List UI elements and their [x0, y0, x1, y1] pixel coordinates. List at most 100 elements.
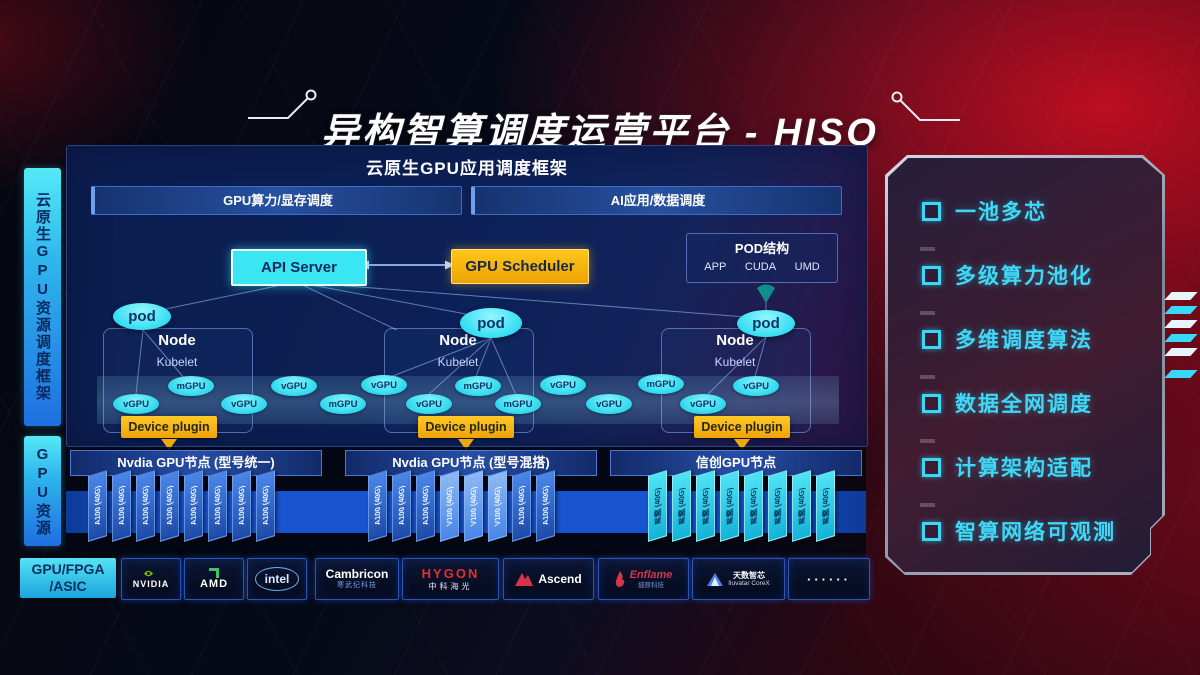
pod-structure-box: POD结构 APP CUDA UMD	[686, 233, 838, 283]
nvidia-icon	[143, 571, 153, 577]
gpu-card: V100 (40G)	[464, 470, 483, 542]
square-bullet-icon	[922, 457, 941, 477]
gpu-unit: mGPU	[495, 394, 541, 414]
gpu-unit: vGPU	[540, 375, 586, 395]
feature-item: 数据全网调度	[922, 388, 1093, 418]
tick-decoration	[920, 503, 935, 507]
node-2-kubelet: Kubelet	[437, 355, 479, 369]
stripe-decoration	[1164, 348, 1198, 356]
device-plugin-1-arrow-icon	[161, 439, 177, 458]
gpu-card: 昇腾 (40G)	[744, 470, 763, 542]
gpu-compute-memory-scheduling-bar: GPU算力/显存调度	[91, 186, 462, 215]
gpu-group-header-nvidia-uniform: Nvdia GPU节点 (型号统一)	[70, 450, 322, 476]
pod-structure-item-cuda: CUDA	[744, 261, 777, 273]
pod-structure-item-app: APP	[704, 261, 727, 273]
tick-decoration	[920, 439, 935, 443]
tick-decoration	[920, 375, 935, 379]
gpu-card: V100 (40G)	[488, 470, 507, 542]
vendor-enflame: Enflame 燧原科技	[598, 558, 689, 600]
device-plugin-3: Device plugin	[694, 416, 790, 438]
gpu-card: 昇腾 (40G)	[816, 470, 835, 542]
tick-decoration	[920, 247, 935, 251]
gpu-card: A100 (40G)	[184, 470, 203, 542]
stripe-decoration	[1164, 334, 1198, 342]
gpu-card: 昇腾 (40G)	[768, 470, 787, 542]
square-bullet-icon	[922, 521, 941, 541]
vendor-iluvatar: 天数智芯 Iluvatar CoreX	[692, 558, 785, 600]
gpu-card: A100 (40G)	[512, 470, 531, 542]
stripe-decoration	[1164, 306, 1198, 314]
gpu-card: A100 (40G)	[160, 470, 179, 542]
gpu-unit: vGPU	[361, 375, 407, 395]
pod-ellipse-1: pod	[113, 303, 171, 330]
vendor-nvidia: NVIDIA	[121, 558, 181, 600]
title-right-circuit-decoration	[891, 91, 960, 121]
framework-title: 云原生GPU应用调度框架	[366, 159, 568, 178]
node-3-kubelet: Kubelet	[714, 355, 756, 369]
gpu-card: A100 (40G)	[88, 470, 107, 542]
feature-item: 一池多芯	[922, 196, 1047, 226]
gpu-unit: vGPU	[586, 394, 632, 414]
gpu-unit: vGPU	[680, 394, 726, 414]
node-3-label: Node	[716, 332, 754, 349]
feature-item: 多级算力池化	[922, 260, 1093, 290]
pod-structure-title: POD结构	[734, 241, 790, 256]
gpu-unit: mGPU	[168, 376, 214, 396]
device-plugin-2: Device plugin	[418, 416, 514, 438]
gpu-unit: mGPU	[320, 394, 366, 414]
square-bullet-icon	[922, 393, 941, 413]
gpu-card-stack-3: 昇腾 (40G) 昇腾 (40G) 昇腾 (40G) 昇腾 (40G) 昇腾 (…	[648, 470, 858, 545]
stripe-decoration	[1164, 292, 1198, 300]
gpu-card: A100 (40G)	[416, 470, 435, 542]
gpu-fpga-asic-label: GPU/FPGA /ASIC	[20, 558, 116, 598]
vendor-cambricon: Cambricon 寒武纪科技	[315, 558, 399, 600]
gpu-unit: mGPU	[455, 376, 501, 396]
amd-icon	[209, 568, 219, 579]
device-plugin-3-arrow-icon	[734, 439, 750, 458]
gpu-scheduler-box: GPU Scheduler	[451, 249, 589, 284]
gpu-group-header-nvidia-mixed: Nvdia GPU节点 (型号混搭)	[345, 450, 597, 476]
node-1-label: Node	[158, 332, 196, 349]
gpu-unit: vGPU	[733, 376, 779, 396]
gpu-card: A100 (40G)	[112, 470, 131, 542]
title-left-circuit-decoration	[248, 89, 317, 119]
device-plugin-2-arrow-icon	[458, 439, 474, 458]
gpu-card-stack-2: A100 (40G) A100 (40G) A100 (40G) V100 (4…	[368, 470, 578, 545]
feature-panel: 一池多芯 多级算力池化 多维调度算法 数据全网调度 计算架构适配 智算网络可观测	[885, 155, 1165, 575]
gpu-card-stack-1: A100 (40G) A100 (40G) A100 (40G) A100 (4…	[88, 470, 298, 545]
vendor-logo-row: GPU/FPGA /ASIC NVIDIA AMD intel Cambrico…	[0, 556, 900, 602]
pod-ellipse-2: pod	[460, 308, 522, 338]
gpu-card: 昇腾 (40G)	[696, 470, 715, 542]
enflame-flame-icon	[615, 571, 624, 587]
stripe-decoration	[1164, 370, 1198, 378]
gpu-card: A100 (40G)	[208, 470, 227, 542]
ai-app-data-scheduling-bar: AI应用/数据调度	[471, 186, 842, 215]
square-bullet-icon	[922, 201, 941, 221]
vendor-hygon: HYGON 中科海光	[402, 558, 499, 600]
square-bullet-icon	[922, 265, 941, 285]
gpu-card: V100 (40G)	[440, 470, 459, 542]
stripe-decoration	[1164, 320, 1198, 328]
gpu-unit: mGPU	[638, 374, 684, 394]
gpu-card: A100 (40G)	[536, 470, 555, 542]
square-bullet-icon	[922, 329, 941, 349]
vendor-amd: AMD	[184, 558, 244, 600]
intel-oval-icon: intel	[254, 567, 300, 591]
gpu-unit: vGPU	[406, 394, 452, 414]
feature-panel-inner: 一池多芯 多级算力池化 多维调度算法 数据全网调度 计算架构适配 智算网络可观测	[888, 158, 1162, 572]
pod-ellipse-3: pod	[737, 310, 795, 337]
gpu-card: 昇腾 (40G)	[792, 470, 811, 542]
gpu-card: A100 (40G)	[368, 470, 387, 542]
pod-drop-pointer-icon	[757, 284, 775, 303]
pod-structure-item-umd: UMD	[794, 261, 820, 273]
api-server-box: API Server	[231, 249, 367, 286]
gpu-card: 昇腾 (40G)	[720, 470, 739, 542]
gpu-card: A100 (40G)	[256, 470, 275, 542]
node-2-label: Node	[439, 332, 477, 349]
feature-item: 多维调度算法	[922, 324, 1093, 354]
gpu-card: A100 (40G)	[392, 470, 411, 542]
tick-decoration	[920, 311, 935, 315]
gpu-card: A100 (40G)	[232, 470, 251, 542]
gpu-card: 昇腾 (40G)	[672, 470, 691, 542]
